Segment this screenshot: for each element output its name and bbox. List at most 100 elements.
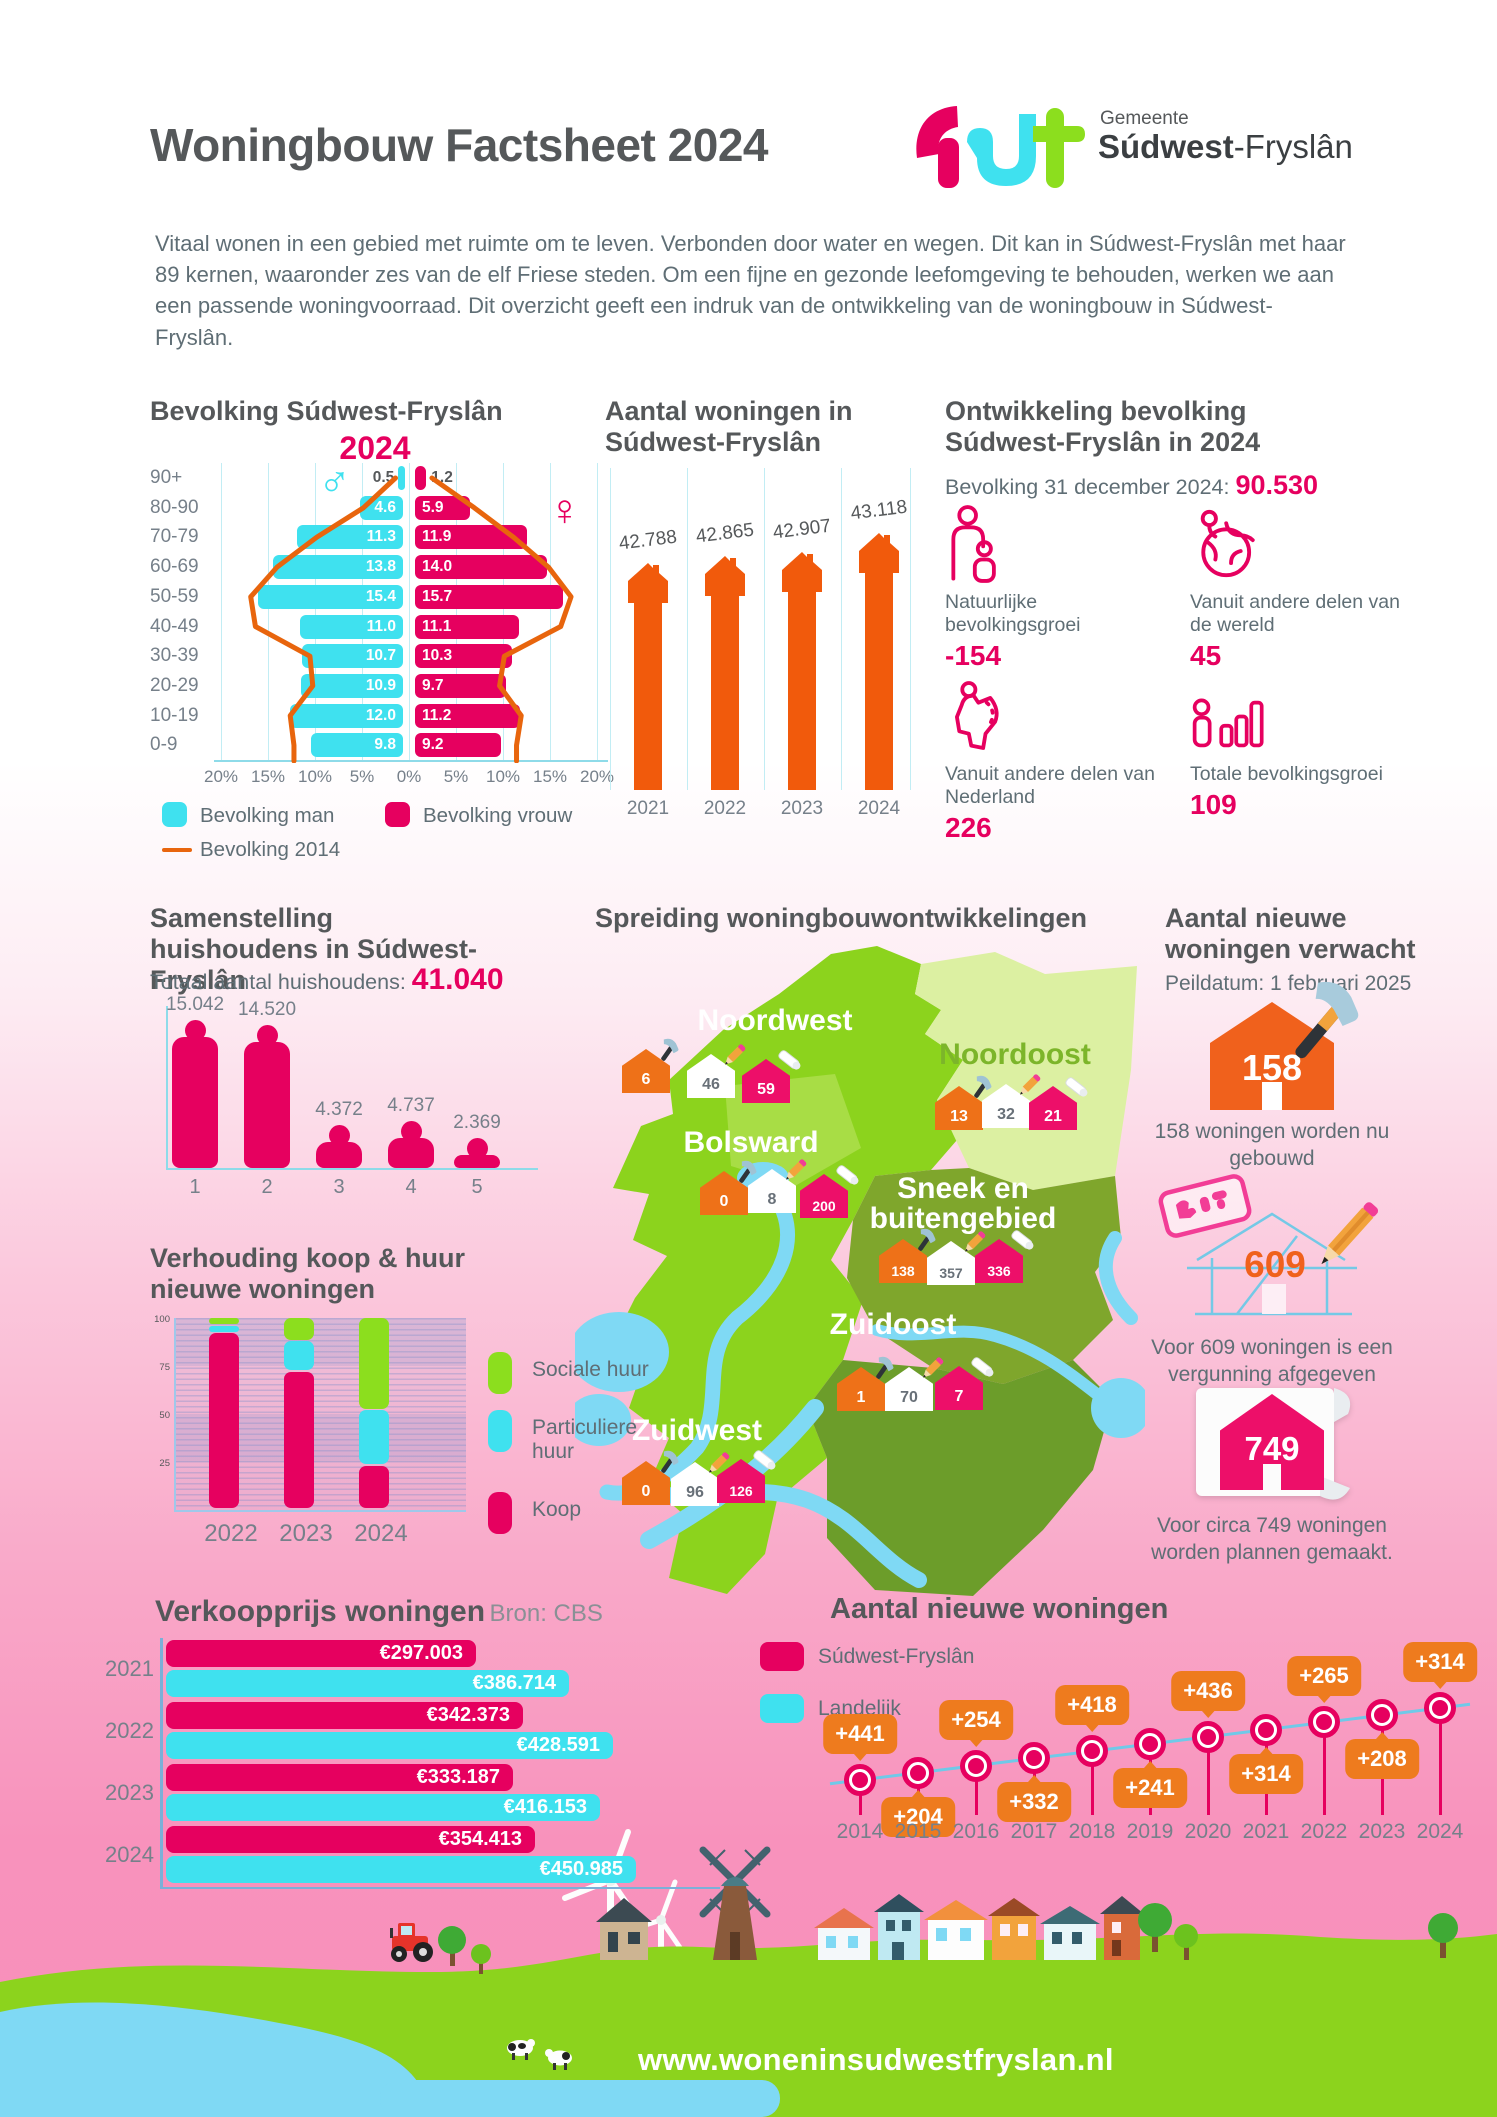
year-label: 2016 <box>952 1820 1000 1843</box>
stacked-segment-particuliere-huur <box>359 1410 389 1465</box>
pyramid-legend: Bevolking man Bevolking vrouw Bevolking … <box>150 802 620 868</box>
region-house-count: 7 <box>954 1388 964 1405</box>
region-label: Sneek en <box>897 1172 1029 1205</box>
verwacht-caption: 158 woningen worden nu gebouwd <box>1154 1120 1390 1171</box>
stacked-segment-koop <box>284 1371 314 1509</box>
pencil-icon <box>719 1040 749 1070</box>
map-house-pink-plan: 7 <box>935 1357 994 1410</box>
person-pictogram-body <box>172 1037 218 1168</box>
bar-value-label: 42.788 <box>617 526 679 555</box>
house-column-shaft <box>634 602 662 790</box>
pencil-icon <box>959 1227 989 1257</box>
pyramid-bar-value: 0.5 <box>372 469 395 486</box>
year-label: 2024 <box>105 1842 154 1867</box>
pyramid-bar-man <box>398 466 406 490</box>
website-link[interactable]: www.woneninsudwestfryslan.nl <box>638 2042 1114 2077</box>
x-tick-label: 20% <box>203 767 239 786</box>
pyramid-bar-vrouw: 15.7 <box>415 584 563 609</box>
x-tick-label: 15% <box>532 767 568 786</box>
year-label: 2017 <box>1010 1820 1058 1843</box>
region-house-count: 138 <box>891 1263 915 1279</box>
legend-label: Sociale huur <box>532 1358 649 1381</box>
grid-line <box>268 463 269 760</box>
person-pictogram-body <box>244 1042 290 1168</box>
age-group-label: 80-90 <box>150 496 199 518</box>
tree-icon <box>1428 1913 1458 1958</box>
value-bubble: +208 <box>1345 1732 1419 1780</box>
logo-municipality-name: Súdwest-Fryslân <box>1098 128 1353 166</box>
timeline-marker <box>1192 1720 1224 1753</box>
price-bar-sudwest: €297.003 <box>166 1640 476 1667</box>
y-tick-label: 75 <box>159 1362 170 1373</box>
koophuur-stacked-chart <box>174 1318 466 1512</box>
grid-line <box>597 463 598 760</box>
region-house-count: 126 <box>729 1483 753 1499</box>
stacked-segment-koop <box>359 1465 389 1509</box>
value-bubble: +436 <box>1171 1670 1245 1718</box>
legend-2014-label: Bevolking 2014 <box>200 838 341 861</box>
value-bubble: +314 <box>1403 1642 1477 1689</box>
tree-icon <box>471 1944 491 1974</box>
region-house-count: 200 <box>812 1198 836 1214</box>
category-label: 4 <box>405 1176 417 1198</box>
verwacht-heading: Aantal nieuwe woningen verwacht <box>1165 903 1416 964</box>
marker-stem <box>858 1793 862 1815</box>
bar-value-label: 15.042 <box>165 994 225 1015</box>
timeline-marker <box>1018 1742 1050 1775</box>
bubble-tail <box>1200 1708 1216 1726</box>
timeline-marker <box>1366 1699 1398 1732</box>
price-bar-sudwest: €333.187 <box>166 1764 513 1791</box>
map-house-pink-plan: 59 <box>742 1050 801 1103</box>
windmill-icon <box>699 1846 771 1960</box>
stat-total-growth: Totale bevolkingsgroei 109 <box>1190 672 1415 821</box>
verwacht-item-permits: 609 Voor 609 woningen is een vergunning … <box>1122 1174 1422 1389</box>
legend-man-label: Bevolking man <box>200 804 335 827</box>
globe-icon <box>1190 500 1415 584</box>
category-label: 1 <box>189 1176 201 1198</box>
map-house-pink-plan: 126 <box>717 1450 776 1503</box>
timeline-marker <box>1308 1706 1340 1739</box>
map-house-white-pencil: 8 <box>748 1159 807 1213</box>
paper-roll-icon <box>774 1045 804 1075</box>
verkoopprijs-title: Verkoopprijs woningen <box>155 1595 486 1628</box>
legend-swatch <box>488 1410 512 1452</box>
bar-value-label: 2.369 <box>453 1112 501 1133</box>
logo-gemeente-label: Gemeente <box>1100 108 1189 129</box>
verwacht-item-plans: 749 Voor circa 749 woningen worden plann… <box>1122 1382 1422 1567</box>
grid-line <box>550 463 551 760</box>
year-label: 2014 <box>836 1820 884 1843</box>
pyramid-bar-vrouw: 11.2 <box>415 703 521 728</box>
age-group-label: 40-49 <box>150 615 199 637</box>
footer-landscape-illustration <box>0 1829 1497 2117</box>
x-axis <box>214 760 608 762</box>
map-house-white-pencil: 46 <box>687 1044 746 1098</box>
region-house-count: 1 <box>856 1389 866 1406</box>
male-symbol-icon: ♂ <box>318 456 351 505</box>
house-column-roof-icon <box>705 556 745 596</box>
pyramid-year-label: 2024 <box>339 430 411 466</box>
bubble-tail <box>852 1752 868 1769</box>
region-house-count: 32 <box>997 1106 1015 1123</box>
legend-man-swatch <box>162 802 187 827</box>
region-house-count: 46 <box>702 1076 720 1093</box>
ontwikkeling-heading: Ontwikkeling bevolking Súdwest-Fryslân i… <box>945 396 1261 457</box>
pyramid-bar-vrouw <box>415 466 427 490</box>
legend-swatch <box>760 1642 804 1671</box>
koophuur-axis-labels: 2022 2023 2024 100 75 50 25 <box>150 1314 480 1563</box>
cow-icon <box>545 2049 572 2070</box>
pyramid-bar-vrouw: 10.3 <box>415 644 512 669</box>
year-label: 2021 <box>1242 1820 1290 1843</box>
grid-line <box>764 468 765 790</box>
map-house-orange-hammer: 0 <box>700 1160 757 1215</box>
stamp-icon <box>1158 1174 1252 1238</box>
hammer-icon <box>1295 981 1359 1059</box>
region-label: buitengebied <box>870 1202 1057 1235</box>
stat-value: 109 <box>1190 789 1237 820</box>
map-house-pink-plan: 200 <box>800 1165 859 1218</box>
price-bar-sudwest: €354.413 <box>166 1826 535 1853</box>
year-label: 2022 <box>204 1520 258 1547</box>
pyramid-bar-vrouw: 14.0 <box>415 555 547 580</box>
year-label: 2022 <box>1300 1820 1348 1843</box>
region-house-count: 336 <box>987 1263 1011 1279</box>
year-label: 2022 <box>105 1718 154 1743</box>
